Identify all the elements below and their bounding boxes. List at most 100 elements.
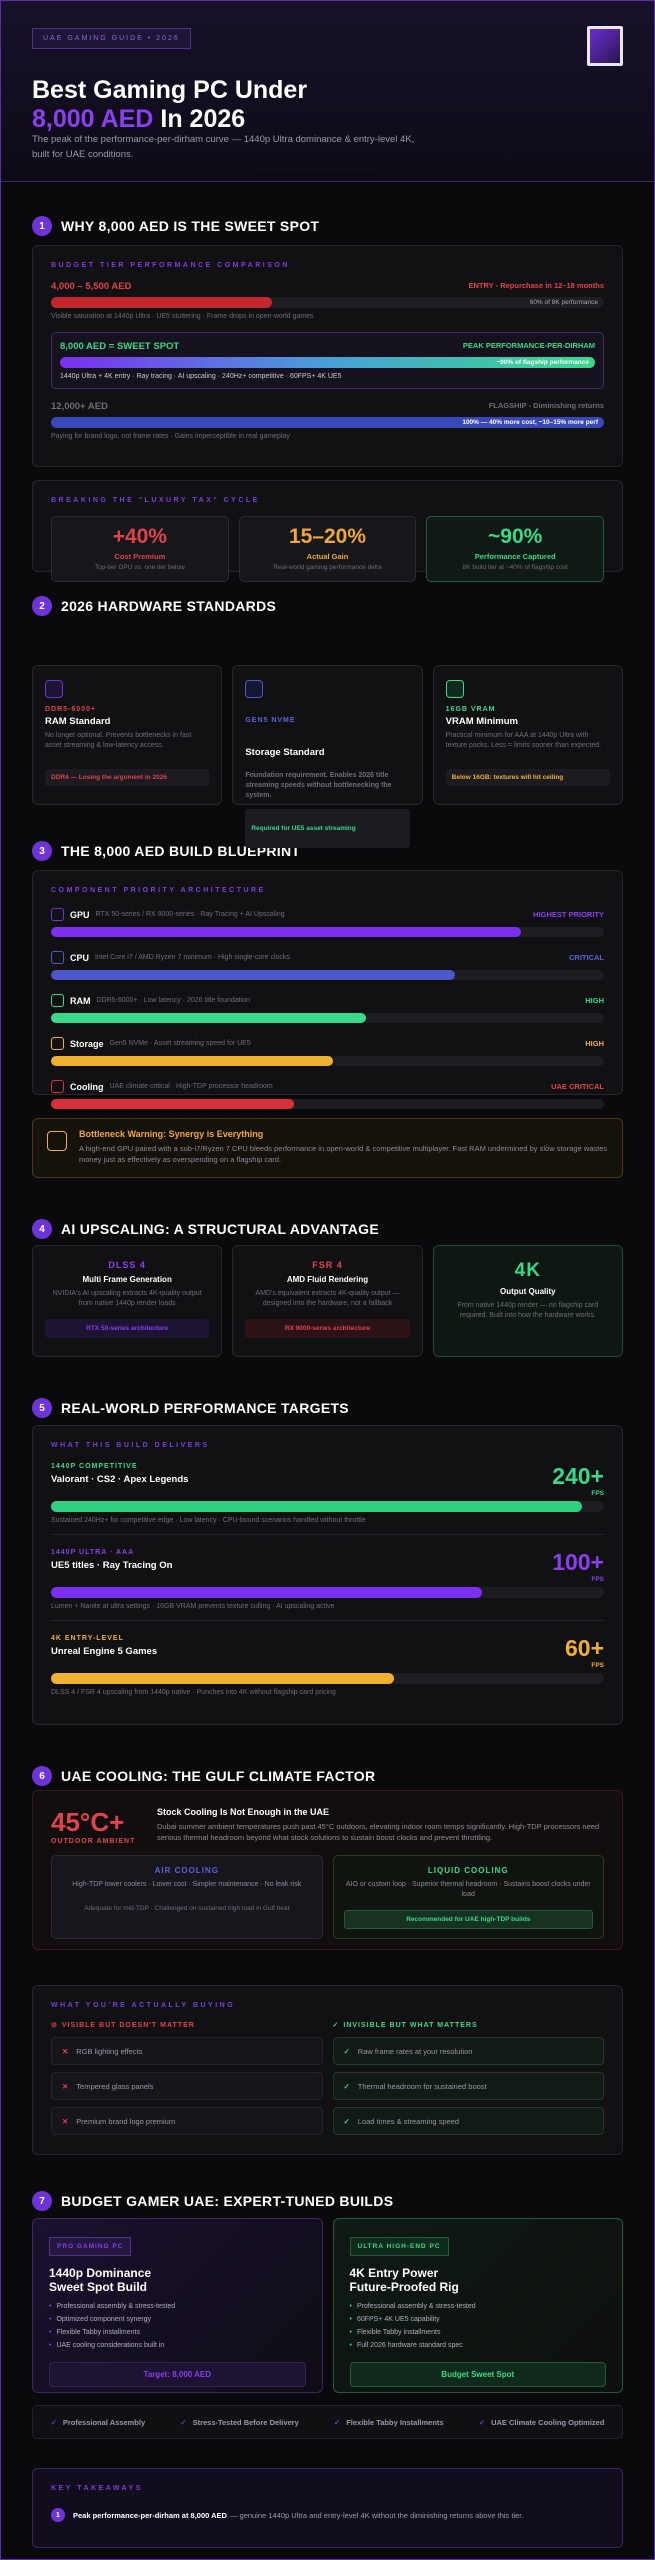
takeaway-rest: — genuine 1440p Ultra and entry-level 4K… <box>229 2510 524 2520</box>
hardware-kicker: GEN5 NVME <box>245 717 296 724</box>
fps: 60+ FPS <box>565 1635 604 1669</box>
bar <box>51 1673 394 1684</box>
card-label: COMPONENT PRIORITY ARCHITECTURE <box>51 887 266 894</box>
section-number: 1 <box>32 216 52 236</box>
hardware-title: RAM Standard <box>45 716 111 727</box>
tier-row: 8,000 AED = SWEET SPOT PEAK PERFORMANCE-P… <box>60 341 595 352</box>
hardware-kicker: 16GB VRAM <box>445 706 496 713</box>
stat: 15–20% Actual Gain Real-world gaming perfo… <box>238 516 417 582</box>
bar-track <box>51 1501 604 1512</box>
stat-name: Cost Premium <box>114 552 166 561</box>
section-number: 5 <box>32 1398 52 1418</box>
title-line: Future-Proofed Rig <box>349 2280 459 2294</box>
upscaling-title: Multi Frame Generation <box>82 1275 172 1284</box>
feature-list: Professional assembly & stress-tested Opt… <box>49 2302 306 2350</box>
bar-track <box>51 1673 604 1684</box>
pc-icon <box>587 26 623 66</box>
hardware-desc: Practical minimum for AAA at 1440p Ultra… <box>445 732 602 749</box>
buying-item: Premium brand logo premium <box>51 2107 323 2135</box>
component-name: GPU <box>70 909 90 920</box>
badge: UAE GAMING GUIDE • 2026 <box>32 28 191 49</box>
fps: 240+ FPS <box>552 1463 604 1497</box>
feature: UAE cooling considerations built in <box>49 2341 306 2350</box>
card-label: BREAKING THE "LUXURY TAX" CYCLE <box>51 497 260 504</box>
cooling-text: Stock Cooling Is Not Enough in the UAE Du… <box>157 1807 604 1843</box>
upscaling-desc: NVIDIA's AI upscaling extracts 4K-qualit… <box>52 1290 202 1307</box>
bar-label: 60% of 8K performance <box>529 299 598 306</box>
column-heading: VISIBLE BUT DOESN'T MATTER <box>51 2021 323 2029</box>
build-button[interactable]: Target: 8,000 AED <box>49 2362 306 2387</box>
target-kicker: 1440P COMPETITIVE <box>51 1463 138 1470</box>
component-desc: Intel Core i7 / AMD Ryzen 7 minimum · Hi… <box>95 954 290 961</box>
buying-column: INVISIBLE BUT WHAT MATTERS Raw frame rate… <box>332 2021 604 2142</box>
tier-row: 4,000 – 5,500 AED ENTRY - Repurchase in 1… <box>51 281 604 292</box>
buying-item: Raw frame rates at your resolution <box>332 2037 604 2065</box>
buying-columns: VISIBLE BUT DOESN'T MATTER RGB lighting e… <box>51 2021 604 2142</box>
target-title: Valorant · CS2 · Apex Legends <box>51 1474 189 1485</box>
card-label: WHAT THIS BUILD DELIVERS <box>51 1442 210 1449</box>
section-heading: 4 AI UPSCALING: A STRUCTURAL ADVANTAGE <box>32 1218 379 1240</box>
component: Storage Gen5 NVMe · Asset streaming speed… <box>51 1037 604 1066</box>
title-line: 8,000 AED In 2026 <box>32 105 307 134</box>
bar <box>51 1099 295 1109</box>
takeaway-bold: Peak performance-per-dirham at 8,000 AED <box>73 2510 227 2520</box>
upscaling-card: DLSS 4 Multi Frame Generation NVIDIA's AI … <box>32 1245 223 1357</box>
hardware-desc: Foundation requirement. Enables 2026 tit… <box>245 772 392 799</box>
warning-title: Bottleneck Warning: Synergy is Everythin… <box>79 1129 264 1139</box>
upscaling-title: AMD Fluid Rendering <box>286 1275 369 1284</box>
section-number: 4 <box>32 1219 52 1239</box>
icon <box>445 680 464 698</box>
bar-track <box>51 1587 604 1598</box>
build-button[interactable]: Budget Sweet Spot <box>349 2362 606 2387</box>
target-note: Lumen + Nanite at ultra settings · 16GB … <box>51 1603 335 1610</box>
tier-row: 12,000+ AED FLAGSHIP - Diminishing return… <box>51 401 604 412</box>
stat: +40% Cost Premium Top-tier GPU vs. one tie… <box>51 516 229 582</box>
fps-value: 60+ <box>564 1635 604 1661</box>
tier: 8,000 AED = SWEET SPOT PEAK PERFORMANCE-P… <box>51 332 604 389</box>
tier-tag: FLAGSHIP - Diminishing returns <box>488 401 604 410</box>
upscaling-card: 4K Output Quality From native 1440p render… <box>432 1245 623 1357</box>
stat-value: 15–20% <box>288 525 367 548</box>
component-desc: Gen5 NVMe · Asset streaming speed for UE… <box>109 1040 251 1047</box>
build-title: 1440p Dominance Sweet Spot Build <box>49 2266 306 2294</box>
target-title: UE5 titles · Ray Tracing On <box>51 1560 173 1571</box>
buying-column: VISIBLE BUT DOESN'T MATTER RGB lighting e… <box>51 2021 323 2142</box>
temp-label: OUTDOOR AMBIENT <box>51 1838 136 1845</box>
build-card: ULTRA HIGH-END PC 4K Entry Power Future-Pr… <box>332 2218 623 2393</box>
bar-label: 100% — 40% more cost, ~10–15% more perf <box>462 419 598 426</box>
title-line: Sweet Spot Build <box>49 2280 148 2294</box>
component: RAM DDR5-6000+ · Low latency · 2026 title… <box>51 994 604 1023</box>
upscaling-kicker: 4K <box>514 1260 541 1281</box>
component: Cooling UAE climate critical · High-TDP p… <box>51 1080 604 1109</box>
buying-item: RGB lighting effects <box>51 2037 323 2065</box>
hardware-title: VRAM Minimum <box>445 716 518 727</box>
section-title: 2026 HARDWARE STANDARDS <box>61 598 277 614</box>
component-desc: UAE climate critical · High-TDP processo… <box>109 1083 273 1090</box>
option-desc: AIO or custom loop · Superior thermal he… <box>345 1881 591 1898</box>
takeaway-text: Peak performance-per-dirham at 8,000 AED… <box>73 2511 523 2520</box>
bar <box>51 1587 483 1598</box>
component-row: Cooling UAE climate critical · High-TDP p… <box>51 1080 604 1093</box>
card-label: KEY TAKEAWAYS <box>51 2485 143 2492</box>
target-note: Sustained 240Hz+ for competitive edge · … <box>51 1517 366 1524</box>
tier-note: 1440p Ultra + 4K entry · Ray tracing · A… <box>60 373 342 380</box>
cooling-body: Dubai summer ambient temperatures push p… <box>157 1822 600 1842</box>
bar <box>51 927 522 937</box>
feature: Professional assembly & stress-tested <box>49 2302 306 2311</box>
tier-tag: ENTRY - Repurchase in 12–18 months <box>468 281 604 290</box>
component-name: RAM <box>70 995 91 1006</box>
option-note: Adequate for mid-TDP · Challenged on sus… <box>84 1905 290 1912</box>
icon <box>51 994 64 1007</box>
fps-value: 100+ <box>552 1549 604 1575</box>
tier-price: 8,000 AED = SWEET SPOT <box>60 341 180 352</box>
title-line: Best Gaming PC Under <box>32 76 308 104</box>
stat: ~90% Performance Captured 8K build tier at… <box>426 516 605 582</box>
icon <box>51 1037 64 1050</box>
target: 1440P COMPETITIVE Valorant · CS2 · Apex L… <box>51 1449 604 1535</box>
temp-value: 45°C+ <box>51 1807 125 1837</box>
badge-strip: Professional Assembly Stress-Tested Befor… <box>32 2405 623 2439</box>
section-heading: 2 2026 HARDWARE STANDARDS <box>32 595 276 617</box>
hardware-note: DDR4 — Losing the argument in 2026 <box>45 769 210 786</box>
build-tag: PRO GAMING PC <box>49 2237 132 2256</box>
feature: Professional assembly & stress-tested <box>350 2302 607 2311</box>
